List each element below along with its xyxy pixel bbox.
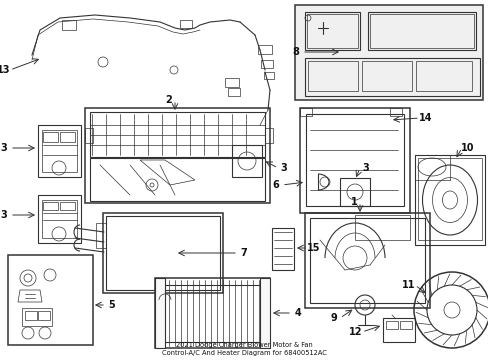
Bar [306, 14, 357, 48]
Bar [231, 145, 262, 177]
Bar [299, 108, 409, 213]
Bar [25, 311, 37, 320]
Bar [264, 72, 273, 79]
Bar [8, 255, 93, 345]
Bar [90, 158, 264, 201]
Bar [367, 12, 475, 50]
Text: 12: 12 [348, 327, 362, 337]
Bar [258, 45, 271, 54]
Bar [354, 215, 409, 240]
Bar [96, 223, 106, 248]
Bar [305, 213, 429, 308]
Bar [155, 278, 269, 348]
Bar [309, 218, 424, 303]
Text: 3: 3 [280, 163, 287, 173]
Bar [382, 318, 414, 342]
Bar [305, 114, 403, 206]
Text: 14: 14 [418, 113, 432, 123]
Bar [417, 158, 481, 240]
Bar [42, 130, 77, 172]
Bar [43, 202, 58, 210]
Text: 5: 5 [108, 300, 115, 310]
Bar [385, 321, 397, 329]
Bar [369, 14, 473, 48]
Text: 7: 7 [240, 248, 247, 258]
Text: 9: 9 [330, 313, 337, 323]
Bar [361, 61, 411, 91]
Text: 3: 3 [0, 143, 7, 153]
Bar [38, 311, 50, 320]
Bar [155, 278, 164, 348]
Text: 3: 3 [362, 163, 368, 173]
Text: 2021 Dodge Charger Blower Motor & Fan
Control-A/C And Heater Diagram for 6840051: 2021 Dodge Charger Blower Motor & Fan Co… [161, 342, 326, 356]
Bar [271, 228, 293, 270]
Text: 1: 1 [350, 197, 357, 207]
Bar [339, 178, 369, 206]
Text: 11: 11 [402, 280, 415, 290]
Bar [60, 202, 75, 210]
Bar [415, 61, 471, 91]
Bar [260, 278, 269, 348]
Bar [227, 88, 240, 96]
Bar [106, 216, 220, 290]
Text: 3: 3 [0, 210, 7, 220]
Bar [261, 60, 272, 68]
Bar [60, 132, 75, 142]
Bar [305, 12, 359, 50]
Bar [42, 200, 77, 238]
Bar [62, 20, 76, 30]
Bar [294, 5, 482, 100]
Bar [103, 213, 223, 293]
Bar [414, 155, 449, 180]
Bar [414, 155, 484, 245]
Bar [389, 108, 401, 116]
Text: 8: 8 [292, 47, 299, 57]
Text: 6: 6 [272, 180, 279, 190]
Bar [43, 132, 58, 142]
Bar [224, 78, 239, 87]
Bar [85, 108, 269, 203]
Bar [90, 112, 264, 157]
Bar [264, 128, 272, 143]
Bar [307, 61, 357, 91]
Bar [299, 108, 311, 116]
Text: 10: 10 [460, 143, 474, 153]
Bar [180, 20, 192, 28]
Bar [38, 125, 81, 177]
Bar [85, 128, 93, 143]
Bar [305, 58, 479, 96]
Text: 13: 13 [0, 65, 11, 75]
Text: 2: 2 [165, 95, 172, 105]
Text: 4: 4 [294, 308, 301, 318]
Bar [22, 308, 52, 326]
Text: 15: 15 [306, 243, 320, 253]
Bar [399, 321, 411, 329]
Bar [38, 195, 81, 243]
